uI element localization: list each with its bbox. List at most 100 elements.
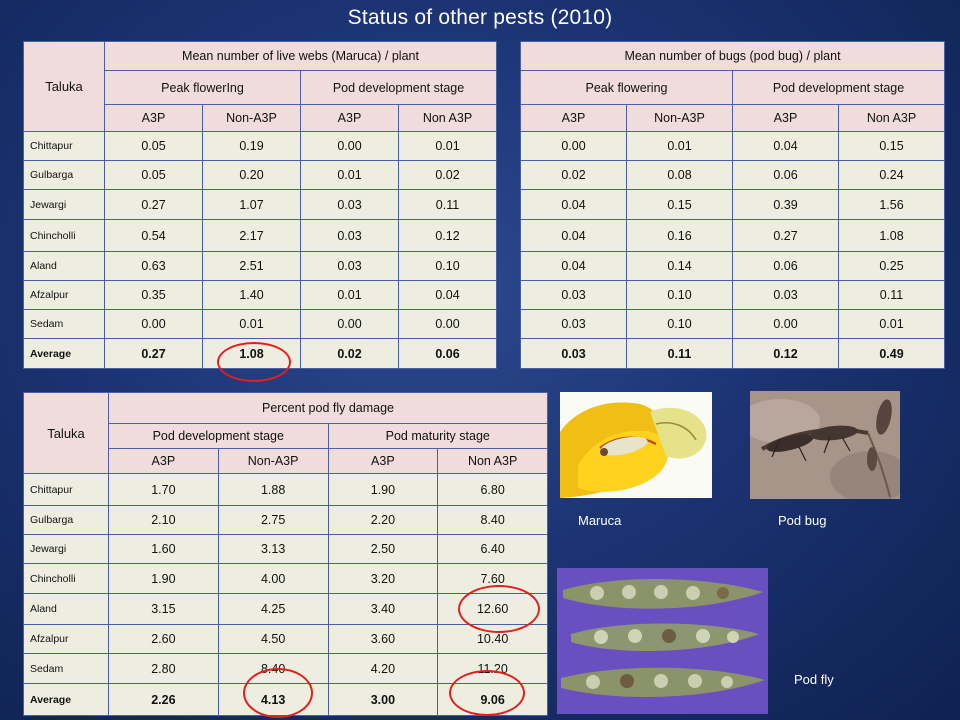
value-cell: 0.03 (520, 338, 627, 369)
value-cell: 0.05 (104, 160, 203, 190)
value-cell: 0.08 (626, 160, 733, 190)
value-cell: 1.90 (108, 563, 219, 594)
value-cell: 0.00 (300, 309, 399, 339)
table-row: Afzalpur 2.60 4.50 3.60 10.40 (23, 624, 548, 654)
taluka-header: Taluka (23, 41, 105, 132)
bugs-table: Mean number of bugs (pod bug) / plant Pe… (520, 41, 945, 369)
value-cell: 0.03 (520, 280, 627, 310)
value-cell: 0.00 (104, 309, 203, 339)
taluka-name: Jewargi (23, 189, 105, 220)
value-cell: 0.00 (520, 131, 627, 161)
taluka-name: Chittapur (23, 473, 109, 506)
slide-title: Status of other pests (2010) (347, 6, 613, 29)
value-cell: 2.20 (327, 505, 439, 535)
value-cell: 0.01 (398, 131, 497, 161)
value-cell: 0.19 (202, 131, 301, 161)
value-cell: 1.08 (202, 338, 301, 369)
value-cell: 0.04 (520, 251, 627, 281)
value-cell: 4.00 (217, 563, 329, 594)
table-row: 0.03 0.10 0.03 0.11 (520, 280, 945, 310)
value-cell: 0.27 (732, 219, 839, 252)
bugs-stage-peak-flowering: Peak flowering (520, 70, 733, 105)
taluka-name: Sedam (23, 653, 109, 684)
col-header: A3P (108, 448, 219, 474)
value-cell: 0.27 (104, 338, 203, 369)
value-cell: 0.20 (202, 160, 301, 190)
taluka-name: Aland (23, 593, 109, 625)
table-row: 0.00 0.01 0.04 0.15 (520, 131, 945, 161)
value-cell: 0.14 (626, 251, 733, 281)
podfly-heading: Percent pod fly damage (108, 392, 548, 424)
webs-stage-pod-development: Pod development stage (300, 70, 497, 105)
value-cell: 0.06 (732, 251, 839, 281)
value-cell: 2.80 (108, 653, 219, 684)
value-cell: 0.05 (104, 131, 203, 161)
table-row: Gulbarga 2.10 2.75 2.20 8.40 (23, 505, 548, 535)
taluka-name: Jewargi (23, 534, 109, 564)
maruca-caption: Maruca (578, 513, 622, 528)
value-cell: 4.25 (217, 593, 329, 625)
value-cell: 3.15 (108, 593, 219, 625)
col-header: Non A3P (838, 104, 945, 132)
value-cell: 0.03 (520, 309, 627, 339)
taluka-name: Chincholli (23, 563, 109, 594)
taluka-name: Afzalpur (23, 280, 105, 310)
value-cell: 0.00 (300, 131, 399, 161)
value-cell: 7.60 (437, 563, 548, 594)
value-cell: 3.40 (327, 593, 439, 625)
value-cell: 0.03 (732, 280, 839, 310)
value-cell: 6.40 (437, 534, 548, 564)
value-cell: 0.03 (300, 251, 399, 281)
value-cell: 2.60 (108, 624, 219, 654)
value-cell: 0.03 (300, 219, 399, 252)
pod-fly-caption: Pod fly (794, 672, 834, 687)
value-cell: 3.60 (327, 624, 439, 654)
value-cell: 0.02 (300, 338, 399, 369)
value-cell: 0.24 (838, 160, 945, 190)
taluka-name: Afzalpur (23, 624, 109, 654)
col-header: Non-A3P (202, 104, 301, 132)
podfly-stage-pod-maturity: Pod maturity stage (327, 423, 548, 449)
value-cell: 0.63 (104, 251, 203, 281)
value-cell: 2.17 (202, 219, 301, 252)
value-cell: 1.07 (202, 189, 301, 220)
value-cell: 2.51 (202, 251, 301, 281)
webs-stage-peak-flowering: Peak flowerIng (104, 70, 301, 105)
table-row: Jewargi 1.60 3.13 2.50 6.40 (23, 534, 548, 564)
value-cell: 4.20 (327, 653, 439, 684)
table-row: Aland 3.15 4.25 3.40 12.60 (23, 593, 548, 625)
taluka-name: Average (23, 338, 105, 369)
taluka-name: Gulbarga (23, 160, 105, 190)
value-cell: 1.60 (108, 534, 219, 564)
value-cell: 1.40 (202, 280, 301, 310)
value-cell: 0.03 (300, 189, 399, 220)
taluka-name: Aland (23, 251, 105, 281)
taluka-name: Chincholli (23, 219, 105, 252)
table-row: 0.02 0.08 0.06 0.24 (520, 160, 945, 190)
value-cell: 0.04 (398, 280, 497, 310)
value-cell: 0.39 (732, 189, 839, 220)
taluka-name: Gulbarga (23, 505, 109, 535)
value-cell: 2.50 (327, 534, 439, 564)
value-cell: 0.54 (104, 219, 203, 252)
value-cell: 0.11 (838, 280, 945, 310)
value-cell: 2.75 (217, 505, 329, 535)
value-cell: 0.12 (398, 219, 497, 252)
taluka-name: Average (23, 683, 109, 716)
col-header: A3P (520, 104, 627, 132)
value-cell: 0.11 (398, 189, 497, 220)
value-cell: 0.10 (398, 251, 497, 281)
podfly-stage-pod-development: Pod development stage (108, 423, 329, 449)
col-header: A3P (104, 104, 203, 132)
value-cell: 1.08 (838, 219, 945, 252)
pod-bug-caption: Pod bug (778, 513, 827, 528)
average-row: 0.03 0.11 0.12 0.49 (520, 338, 945, 369)
average-row: Average 0.27 1.08 0.02 0.06 (23, 338, 497, 369)
value-cell: 0.04 (520, 189, 627, 220)
value-cell: 12.60 (437, 593, 548, 625)
value-cell: 1.56 (838, 189, 945, 220)
value-cell: 0.15 (838, 131, 945, 161)
value-cell: 0.01 (626, 131, 733, 161)
taluka-name: Sedam (23, 309, 105, 339)
value-cell: 0.00 (732, 309, 839, 339)
